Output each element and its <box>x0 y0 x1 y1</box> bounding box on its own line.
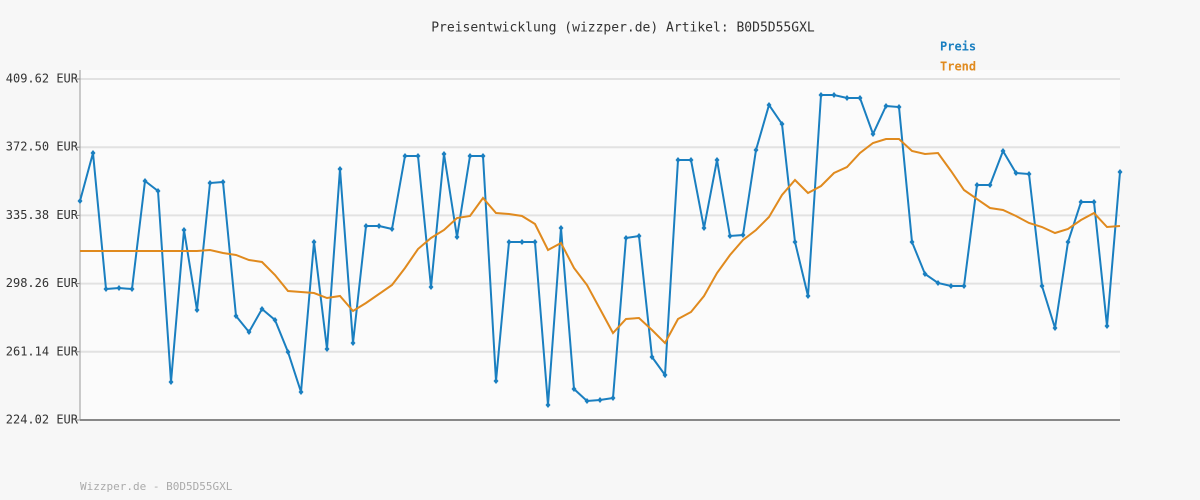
point <box>740 232 746 239</box>
point <box>532 239 538 246</box>
point <box>909 239 915 246</box>
point <box>545 402 551 409</box>
point <box>935 279 941 286</box>
line-1 <box>80 138 1121 345</box>
point <box>818 92 824 99</box>
point <box>727 232 733 239</box>
point <box>805 293 811 300</box>
point <box>155 188 161 195</box>
point <box>831 92 837 99</box>
point <box>883 103 889 110</box>
point <box>428 283 434 290</box>
point <box>246 328 252 335</box>
point <box>77 197 83 204</box>
point <box>1091 199 1097 206</box>
point <box>948 283 954 290</box>
point <box>454 234 460 241</box>
point <box>142 178 148 185</box>
point <box>558 225 564 232</box>
point <box>714 157 720 164</box>
point <box>1026 171 1032 178</box>
point <box>896 104 902 111</box>
point <box>987 181 993 188</box>
point <box>480 153 486 160</box>
point <box>402 153 408 160</box>
point <box>1117 169 1123 176</box>
point <box>259 305 265 312</box>
point <box>844 94 850 101</box>
point <box>519 239 525 246</box>
point <box>974 181 980 188</box>
point <box>272 316 278 323</box>
point <box>311 239 317 246</box>
legend-entry: Trend <box>940 60 976 74</box>
point <box>233 312 239 319</box>
point <box>350 339 356 346</box>
point <box>376 223 382 230</box>
plot-area <box>80 70 1120 420</box>
point <box>116 284 122 291</box>
point <box>207 180 213 187</box>
point <box>649 353 655 360</box>
point <box>415 153 421 160</box>
point <box>792 239 798 246</box>
point <box>597 396 603 403</box>
point <box>441 150 447 157</box>
point <box>662 372 668 379</box>
point <box>467 153 473 160</box>
footer: Wizzper.de - B0D5D55GXL <box>80 480 233 493</box>
point <box>1000 148 1006 155</box>
point <box>857 94 863 101</box>
point <box>688 157 694 164</box>
point <box>610 395 616 402</box>
point <box>90 150 96 157</box>
point <box>571 386 577 393</box>
y-tick-label: 372.50 EUR <box>6 140 79 154</box>
point <box>870 131 876 138</box>
point <box>701 225 707 232</box>
point <box>636 232 642 239</box>
point <box>922 271 928 278</box>
point <box>1013 169 1019 176</box>
point <box>493 377 499 384</box>
point <box>194 307 200 314</box>
point <box>675 157 681 164</box>
y-tick-label: 409.62 EUR <box>6 72 79 86</box>
legend-entry: Preis <box>940 40 976 54</box>
point <box>961 283 967 290</box>
point <box>1052 325 1058 332</box>
point <box>1104 323 1110 330</box>
y-tick-label: 261.14 EUR <box>6 344 79 358</box>
point <box>103 286 109 293</box>
point <box>584 398 590 405</box>
point <box>1078 199 1084 206</box>
point <box>298 388 304 395</box>
point <box>766 101 772 108</box>
point <box>337 166 343 173</box>
point <box>623 234 629 241</box>
y-tick-label: 335.38 EUR <box>6 208 79 222</box>
point <box>285 349 291 356</box>
point <box>324 346 330 353</box>
point <box>363 223 369 230</box>
point <box>168 379 174 386</box>
point <box>779 120 785 127</box>
point <box>181 227 187 234</box>
chart-title: Preisentwicklung (wizzper.de) Artikel: B… <box>431 21 815 36</box>
point <box>1065 239 1071 246</box>
point <box>220 178 226 185</box>
point <box>389 225 395 232</box>
point <box>753 146 759 153</box>
y-tick-label: 224.02 EUR <box>6 413 79 427</box>
point <box>129 286 135 293</box>
y-tick-label: 298.26 EUR <box>6 276 79 290</box>
point <box>506 239 512 246</box>
point <box>1039 283 1045 290</box>
